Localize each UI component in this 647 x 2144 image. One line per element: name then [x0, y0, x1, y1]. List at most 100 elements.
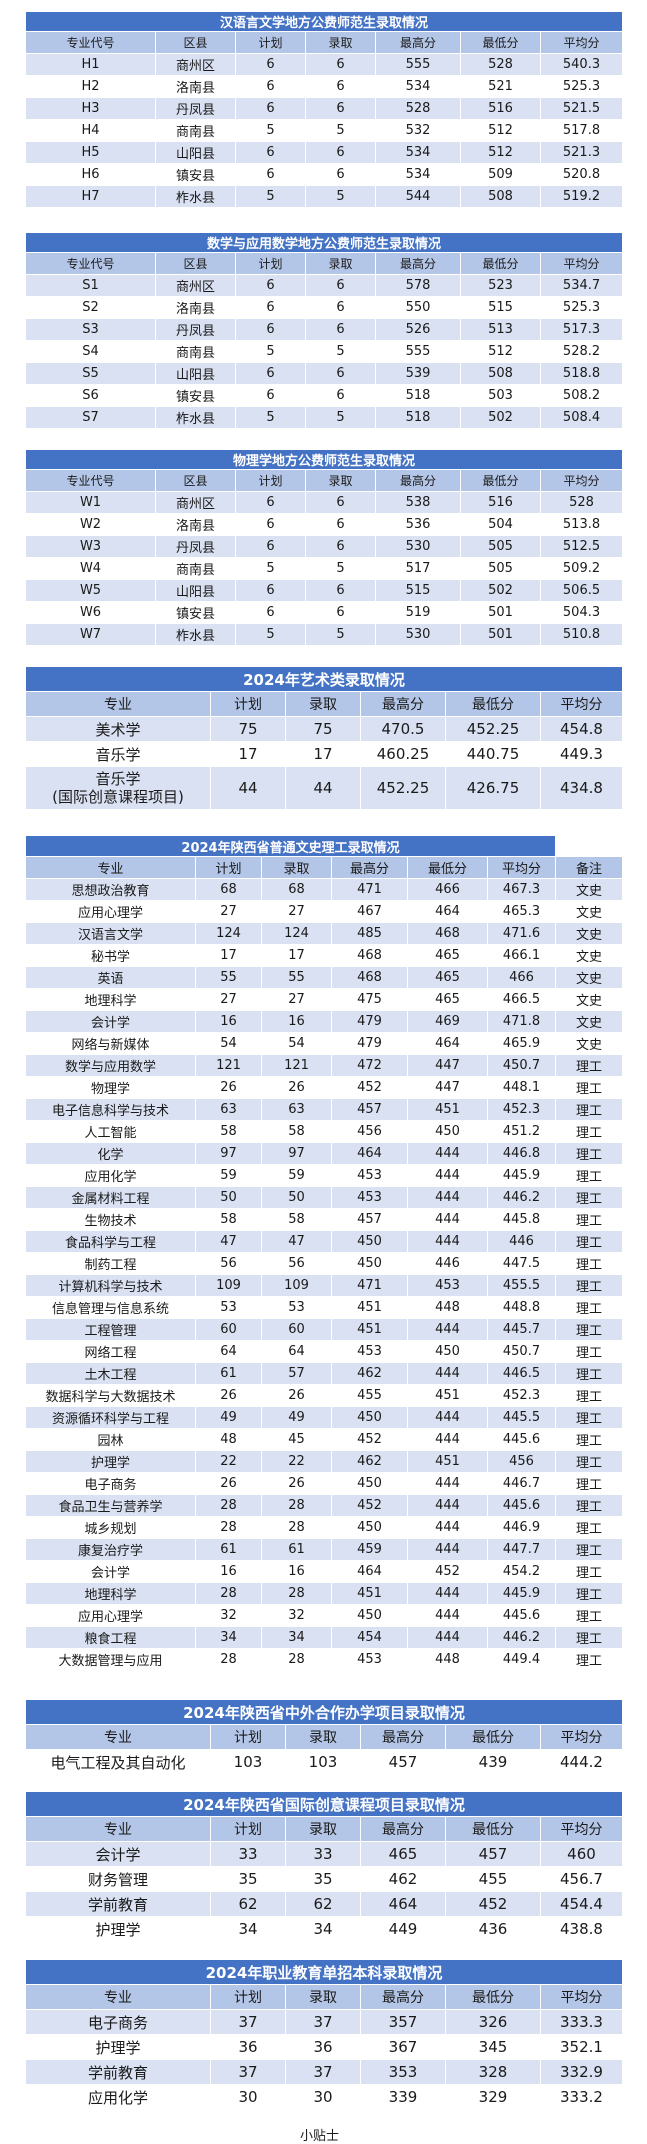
- table-cell: 62: [285, 1891, 361, 1917]
- table-cell: 文史: [555, 1010, 623, 1033]
- table-cell: 6: [235, 53, 306, 76]
- table-cell: 6: [305, 296, 376, 319]
- table-cell: 6: [305, 163, 376, 186]
- column-header: 最高分: [331, 856, 408, 879]
- table-cell: 446.2: [487, 1186, 556, 1209]
- table-row: H2 洛南县 6 6 534 521 525.3: [25, 75, 623, 98]
- table-cell: S7: [25, 406, 156, 429]
- table-row: H6 镇安县 6 6 534 509 520.8: [25, 163, 623, 186]
- table-cell: 27: [261, 988, 332, 1011]
- math-admission-section: 数学与应用数学地方公费师范生录取情况 专业代号 区县 计划 录取 最高分 最低分…: [24, 232, 624, 429]
- table-cell: 444: [407, 1538, 488, 1561]
- table-cell: S3: [25, 318, 156, 341]
- table-cell: 28: [261, 1582, 332, 1605]
- table-cell: 518: [375, 384, 461, 407]
- table-cell: 6: [305, 318, 376, 341]
- table-cell: W2: [25, 513, 156, 536]
- table-cell: 理工: [555, 1516, 623, 1539]
- table-cell: 6: [235, 75, 306, 98]
- table-cell: 452: [407, 1560, 488, 1583]
- table-row: S7 柞水县 5 5 518 502 508.4: [25, 406, 624, 429]
- column-header: 专业代号: [25, 31, 156, 54]
- table-cell: H6: [25, 163, 156, 186]
- table-cell: 454.8: [540, 716, 623, 742]
- table-cell: 27: [261, 900, 332, 923]
- table-row: 土木工程 61 57 462 444 446.5 理工: [25, 1362, 623, 1385]
- column-header: 平均分: [540, 691, 623, 717]
- table-header-row: 专业 计划 录取 最高分 最低分 平均分: [25, 1984, 623, 2010]
- table-cell: 28: [261, 1516, 332, 1539]
- column-header: 计划: [210, 1816, 286, 1842]
- table-row: 应用化学 30 30 339 329 333.2: [25, 2084, 623, 2110]
- table-cell: 35: [285, 1866, 361, 1892]
- table-cell: 517: [375, 557, 461, 580]
- table-header-row: 专业 计划 录取 最高分 最低分 平均分: [25, 691, 623, 717]
- table-cell: 6: [235, 362, 306, 385]
- table-cell: 450.7: [487, 1340, 556, 1363]
- table-cell: 园林: [25, 1428, 196, 1451]
- table-cell: 451: [331, 1318, 408, 1341]
- table-cell: 山阳县: [155, 579, 236, 602]
- column-header: 专业: [25, 1724, 211, 1750]
- table-cell: 512: [460, 340, 541, 363]
- table-cell: 48: [195, 1428, 262, 1451]
- table-cell: 532: [375, 119, 461, 142]
- table-cell: 物理学: [25, 1076, 196, 1099]
- column-header: 计划: [235, 31, 306, 54]
- table-cell: 444: [407, 1626, 488, 1649]
- general-admission-section: 2024年陕西省普通文史理工录取情况 专业 计划 录取 最高分 最低分 平均分 …: [25, 835, 623, 1671]
- table-cell: 450: [331, 1406, 408, 1429]
- table-cell: 5: [305, 406, 376, 429]
- table-cell: 文史: [555, 966, 623, 989]
- table-row: 数学与应用数学 121 121 472 447 450.7 理工: [25, 1054, 623, 1077]
- art-admission-section: 2024年艺术类录取情况 专业 计划 录取 最高分 最低分 平均分 美术学 75 7…: [25, 666, 623, 810]
- table-cell: 445.8: [487, 1208, 556, 1231]
- table-cell: W1: [25, 491, 156, 514]
- art-admission-table: 2024年艺术类录取情况 专业 计划 录取 最高分 最低分 平均分 美术学 75 7…: [25, 666, 623, 810]
- table-cell: 5: [235, 406, 306, 429]
- table-cell: 49: [261, 1406, 332, 1429]
- table-cell: 447.7: [487, 1538, 556, 1561]
- column-header: 计划: [210, 691, 286, 717]
- section-title: 物理学地方公费师范生录取情况: [24, 449, 624, 470]
- table-cell: 粮食工程: [25, 1626, 196, 1649]
- table-cell: 工程管理: [25, 1318, 196, 1341]
- table-cell: 16: [195, 1010, 262, 1033]
- column-header: 备注: [555, 856, 623, 879]
- table-cell: 理工: [555, 1362, 623, 1385]
- table-cell: 521.3: [540, 141, 623, 164]
- table-cell: 103: [210, 1749, 286, 1775]
- table-cell: 应用化学: [25, 2084, 211, 2110]
- table-cell: 地理科学: [25, 1582, 196, 1605]
- column-header: 平均分: [539, 469, 624, 492]
- table-cell: 455: [445, 1866, 541, 1892]
- table-cell: 518: [375, 406, 461, 429]
- table-cell: 517.8: [540, 119, 623, 142]
- table-cell: 电子信息科学与技术: [25, 1098, 196, 1121]
- table-cell: 457: [360, 1749, 446, 1775]
- table-cell: 护理学: [25, 1916, 211, 1942]
- column-header: 录取: [285, 1724, 361, 1750]
- table-cell: 464: [360, 1891, 446, 1917]
- table-cell: 16: [261, 1010, 332, 1033]
- table-cell: 508: [460, 362, 541, 385]
- table-cell: 505: [460, 535, 541, 558]
- table-cell: 447: [407, 1054, 488, 1077]
- table-cell: 447.5: [487, 1252, 556, 1275]
- table-cell: H5: [25, 141, 156, 164]
- math-admission-table: 数学与应用数学地方公费师范生录取情况 专业代号 区县 计划 录取 最高分 最低分…: [24, 232, 624, 429]
- table-cell: 454: [331, 1626, 408, 1649]
- table-cell: 61: [195, 1362, 262, 1385]
- table-cell: W5: [25, 579, 156, 602]
- table-cell: 468: [331, 944, 408, 967]
- table-cell: 36: [210, 2034, 286, 2060]
- table-row: W4 商南县 5 5 517 505 509.2: [25, 557, 624, 580]
- table-row: 食品科学与工程 47 47 450 444 446 理工: [25, 1230, 623, 1253]
- table-cell: 商南县: [155, 340, 236, 363]
- table-cell: 454.4: [540, 1891, 623, 1917]
- table-cell: 450.7: [487, 1054, 556, 1077]
- table-cell: 121: [195, 1054, 262, 1077]
- table-cell: 526: [375, 318, 461, 341]
- table-cell: 56: [195, 1252, 262, 1275]
- table-cell: 466.5: [487, 988, 556, 1011]
